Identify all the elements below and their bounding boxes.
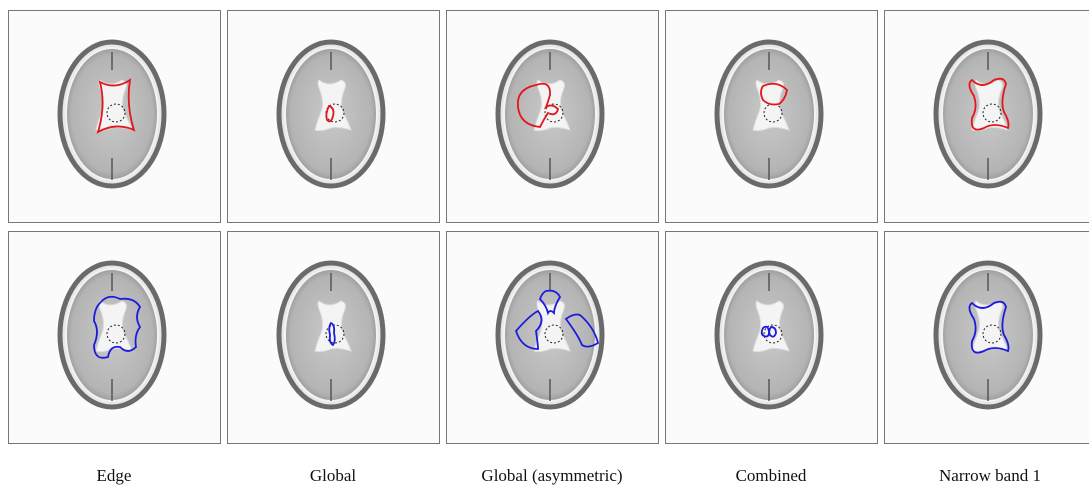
image-panel [666, 11, 878, 223]
caption: Narrow band 1 [939, 466, 1041, 485]
caption: Global (asymmetric) [481, 466, 622, 485]
image-panel [666, 232, 878, 444]
caption: Combined [736, 466, 807, 485]
image-panel [885, 11, 1089, 223]
figure: Edge Global Global (asymmetric) Combined Nar… [0, 0, 1089, 487]
image-panel [228, 11, 440, 223]
image-panel [228, 232, 440, 444]
caption: Edge [97, 466, 132, 485]
image-panel [447, 232, 659, 444]
image-panel [447, 11, 659, 223]
image-panel [9, 232, 221, 444]
image-panel [9, 11, 221, 223]
captions: Edge Global Global (asymmetric) Combined Nar… [97, 466, 1041, 485]
panel-grid [9, 11, 1089, 444]
image-panel [885, 232, 1089, 444]
caption: Global [310, 466, 357, 485]
